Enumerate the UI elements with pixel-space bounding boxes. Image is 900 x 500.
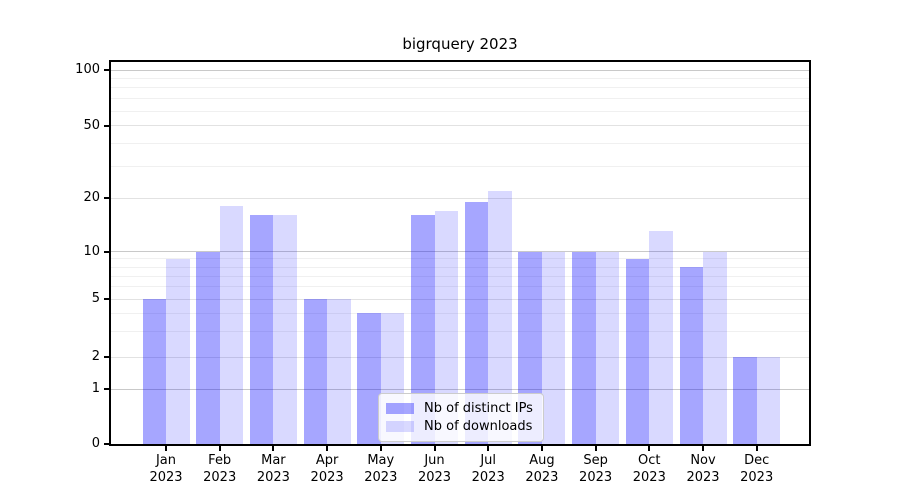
y-gridline <box>111 298 809 300</box>
y-tick <box>104 197 109 200</box>
x-tick <box>702 446 704 451</box>
bar-downloads <box>434 210 458 444</box>
y-gridline <box>111 98 809 100</box>
y-tick-label: 2 <box>91 349 100 364</box>
x-tick <box>487 446 490 451</box>
bar-distinct-ips <box>249 215 274 444</box>
chart-title: bigrquery 2023 <box>402 35 518 53</box>
y-gridline <box>111 165 809 167</box>
bar-distinct-ips <box>303 299 328 444</box>
x-tick-label: Dec 2023 <box>740 453 774 485</box>
x-tick-label: Sep 2023 <box>579 453 613 485</box>
y-tick <box>104 298 109 301</box>
bar-downloads <box>541 251 566 444</box>
y-gridline <box>111 197 809 199</box>
y-tick <box>104 356 109 358</box>
y-gridline <box>111 69 809 71</box>
bar-downloads <box>595 251 620 444</box>
y-gridline <box>111 77 809 79</box>
y-tick <box>104 443 109 445</box>
y-tick-label: 50 <box>83 117 100 133</box>
y-tick <box>104 250 109 253</box>
y-gridline <box>111 286 809 288</box>
x-tick-label: Jun 2023 <box>417 453 452 485</box>
y-tick <box>104 388 109 391</box>
bar-distinct-ips <box>464 202 489 444</box>
y-gridline <box>111 142 809 144</box>
x-tick-label: Jan 2023 <box>149 453 183 485</box>
x-tick <box>326 446 329 451</box>
bar-downloads <box>273 215 297 444</box>
y-gridline <box>111 330 809 332</box>
bar-distinct-ips <box>142 299 166 444</box>
bar-downloads <box>488 190 512 444</box>
x-tick-label: Feb 2023 <box>203 453 237 485</box>
bar-downloads <box>756 357 781 444</box>
y-gridline <box>111 251 809 253</box>
bar-downloads <box>649 231 673 444</box>
bar-downloads <box>327 299 351 444</box>
bar-distinct-ips <box>733 357 757 444</box>
y-tick-label: 0 <box>91 436 100 451</box>
y-tick-label: 10 <box>83 243 100 259</box>
x-tick <box>165 446 167 451</box>
bar-downloads <box>703 251 727 444</box>
x-tick-label: May 2023 <box>364 453 398 485</box>
y-gridline <box>111 87 809 89</box>
bar-distinct-ips <box>357 313 381 444</box>
y-tick-label: 1 <box>91 381 100 397</box>
legend: Nb of distinct IPs Nb of downloads <box>378 393 544 442</box>
y-gridline <box>111 125 809 127</box>
y-gridline <box>111 258 809 260</box>
y-tick-label: 100 <box>75 62 100 77</box>
x-tick-label: Nov 2023 <box>686 453 720 485</box>
y-tick <box>104 69 109 71</box>
y-gridline <box>111 388 809 390</box>
y-gridline <box>111 356 809 358</box>
x-tick <box>755 446 758 451</box>
x-tick-label: Oct 2023 <box>632 453 666 485</box>
legend-swatch-distinct-ips <box>386 403 414 414</box>
x-tick-label: Aug 2023 <box>525 453 559 485</box>
bar-distinct-ips <box>625 258 650 444</box>
y-gridline <box>111 110 809 112</box>
x-tick-label: Apr 2023 <box>310 453 344 485</box>
legend-label-downloads: Nb of downloads <box>424 419 533 434</box>
bar-downloads <box>166 258 190 444</box>
x-tick-label: Mar 2023 <box>256 453 290 485</box>
legend-swatch-downloads <box>386 421 414 432</box>
legend-item-distinct-ips: Nb of distinct IPs <box>386 400 535 417</box>
x-tick <box>594 446 597 451</box>
x-tick <box>433 446 436 451</box>
bar-distinct-ips <box>572 251 596 444</box>
y-gridline <box>111 312 809 314</box>
x-tick <box>379 446 382 451</box>
y-gridline <box>111 266 809 268</box>
y-tick-label: 5 <box>91 291 100 307</box>
bar-downloads <box>219 206 244 444</box>
x-tick <box>218 446 221 451</box>
legend-item-downloads: Nb of downloads <box>386 418 535 435</box>
y-tick-label: 20 <box>83 190 100 206</box>
y-tick <box>104 124 109 127</box>
x-tick <box>540 446 543 451</box>
y-gridline <box>111 275 809 277</box>
bar-distinct-ips <box>679 267 703 444</box>
x-tick <box>272 446 275 451</box>
x-tick <box>648 446 651 451</box>
plot-area <box>109 60 811 446</box>
x-tick-label: Jul 2023 <box>471 453 505 485</box>
bar-distinct-ips <box>196 251 220 444</box>
bar-distinct-ips <box>411 215 435 444</box>
legend-label-distinct-ips: Nb of distinct IPs <box>424 401 533 416</box>
